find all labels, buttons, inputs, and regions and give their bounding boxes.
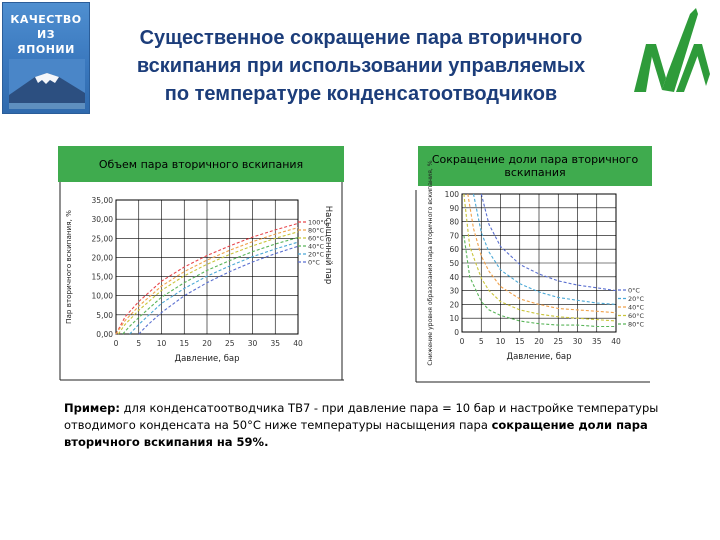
legend-label: 40°C bbox=[628, 304, 645, 312]
x-axis-label: Давление, бар bbox=[506, 352, 571, 362]
x-tick-label: 15 bbox=[515, 337, 525, 346]
legend-label: 80°C bbox=[308, 227, 325, 235]
x-tick-label: 10 bbox=[157, 339, 167, 348]
legend-label: 60°C bbox=[308, 235, 325, 243]
x-tick-label: 25 bbox=[553, 337, 563, 346]
x-tick-label: 15 bbox=[179, 339, 189, 348]
series-line-60C bbox=[463, 193, 617, 322]
y-tick-label: 60 bbox=[449, 245, 459, 254]
y-tick-label: 10,00 bbox=[92, 292, 114, 301]
y-tick-label: 0 bbox=[454, 328, 459, 337]
chart-title-right: Сокращение доли пара вторичного вскипани… bbox=[418, 146, 652, 186]
legend-label: 60°C bbox=[628, 312, 645, 320]
y-axis-label: Пар вторичного вскипания, % bbox=[64, 210, 73, 324]
right-axis-label: Насыщенный пар bbox=[323, 206, 333, 284]
x-tick-label: 10 bbox=[496, 337, 506, 346]
y-tick-label: 20,00 bbox=[92, 253, 114, 262]
x-tick-label: 35 bbox=[592, 337, 602, 346]
x-tick-label: 0 bbox=[114, 339, 119, 348]
y-tick-label: 50 bbox=[449, 259, 459, 268]
flash-steam-reduction-chart: 0 5 10 15 20 25 30 35 40 0 10 20 30 40 50 60 70 80 90 100 0°… bbox=[415, 160, 650, 383]
x-tick-label: 30 bbox=[248, 339, 258, 348]
y-tick-label: 25,00 bbox=[92, 234, 114, 243]
y-tick-label: 15,00 bbox=[92, 273, 114, 282]
x-tick-label: 20 bbox=[534, 337, 544, 346]
tlv-green-logo-icon bbox=[634, 8, 710, 92]
example-text: для конденсатоотводчика ТВ7 - при давлен… bbox=[64, 401, 659, 432]
y-tick-label: 20 bbox=[449, 300, 459, 309]
x-tick-label: 25 bbox=[225, 339, 235, 348]
mount-fuji-image bbox=[9, 59, 85, 109]
legend-label: 80°C bbox=[628, 321, 645, 329]
title-line-1: Существенное сокращение пара вторичного bbox=[139, 27, 583, 49]
series-line-0C bbox=[480, 193, 617, 292]
title-line-3: по температуре конденсатоотводчиков bbox=[164, 83, 558, 105]
example-paragraph: Пример: для конденсатоотводчика ТВ7 - пр… bbox=[64, 400, 664, 451]
x-tick-label: 0 bbox=[460, 337, 465, 346]
legend-label: 0°C bbox=[308, 259, 320, 267]
series-line-100C bbox=[115, 222, 299, 335]
flash-steam-volume-chart: 0 5 10 15 20 25 30 35 40 0,00 5,00 10,00 15,00 20,00 2… bbox=[59, 182, 344, 381]
badge-line-1: КАЧЕСТВО bbox=[10, 13, 82, 26]
y-axis-label: Снижение уровня образования пара вторичн… bbox=[426, 160, 434, 365]
quality-from-japan-badge: КАЧЕСТВО ИЗ ЯПОНИИ bbox=[2, 2, 90, 114]
y-tick-label: 100 bbox=[445, 190, 460, 199]
series-line-80C bbox=[115, 227, 299, 335]
y-tick-label: 90 bbox=[449, 204, 459, 213]
title-line-2: вскипания при использовании управляемых bbox=[136, 55, 586, 77]
x-tick-label: 20 bbox=[202, 339, 212, 348]
y-tick-label: 30 bbox=[449, 287, 459, 296]
y-tick-label: 10 bbox=[449, 314, 459, 323]
series-line-40C bbox=[467, 193, 617, 314]
x-tick-label: 40 bbox=[611, 337, 621, 346]
badge-line-3: ЯПОНИИ bbox=[17, 43, 75, 56]
y-tick-label: 30,00 bbox=[92, 215, 114, 224]
y-tick-label: 80 bbox=[449, 218, 459, 227]
legend-label: 20°C bbox=[628, 295, 645, 303]
y-tick-label: 40 bbox=[449, 273, 459, 282]
legend-label: 0°C bbox=[628, 287, 640, 295]
series-line-60C bbox=[117, 231, 299, 335]
y-tick-label: 0,00 bbox=[96, 330, 113, 339]
series-line-20C bbox=[472, 193, 617, 305]
legend-label: 100°C bbox=[308, 219, 329, 227]
flash-steam-reduction-chart-panel: Сокращение доли пара вторичного вскипани… bbox=[412, 146, 652, 383]
legend-label: 20°C bbox=[308, 251, 325, 259]
series-line-20C bbox=[129, 241, 299, 335]
series-line-80C bbox=[463, 235, 616, 328]
y-tick-label: 5,00 bbox=[96, 311, 113, 320]
example-highlight: сокращение доли пара вторичного вскипани… bbox=[64, 418, 648, 449]
chart-title-left: Объем пара вторичного вскипания bbox=[58, 146, 344, 182]
x-tick-label: 35 bbox=[270, 339, 280, 348]
y-tick-label: 70 bbox=[449, 231, 459, 240]
flash-steam-volume-chart-panel: Объем пара вторичного вскипания 0 5 10 15 20… bbox=[58, 146, 344, 382]
legend-label: 40°C bbox=[308, 243, 325, 251]
y-tick-label: 35,00 bbox=[92, 196, 114, 205]
x-tick-label: 30 bbox=[573, 337, 583, 346]
example-label: Пример: bbox=[64, 401, 120, 415]
x-tick-label: 40 bbox=[293, 339, 303, 348]
series-line-40C bbox=[122, 236, 299, 335]
x-tick-label: 5 bbox=[136, 339, 141, 348]
x-axis-label: Давление, бар bbox=[174, 354, 239, 364]
badge-line-2: ИЗ bbox=[36, 28, 56, 41]
series-line-0C bbox=[138, 245, 299, 335]
page-title: Существенное сокращение пара вторичного … bbox=[96, 24, 626, 108]
x-tick-label: 5 bbox=[479, 337, 484, 346]
